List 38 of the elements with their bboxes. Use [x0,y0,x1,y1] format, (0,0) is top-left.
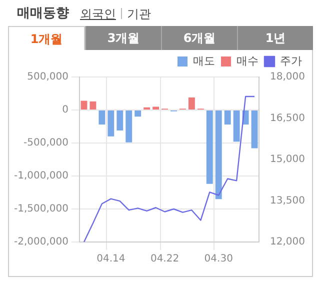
legend-label: 매도 [193,54,215,68]
bar [116,110,124,130]
bar [98,110,106,125]
y2-tick-label: 16,500 [270,112,306,124]
text: 기관 [127,7,151,21]
text: 1개월 [8,26,85,50]
bar [134,110,142,117]
y2-tick-label: 18,000 [270,72,306,83]
bar [108,110,114,136]
text: 6개월 [161,26,237,50]
legend-label: 주가 [280,54,302,68]
y2-tick-label: 15,000 [270,154,306,166]
bar [126,110,132,142]
y-tick-label: -1,500,000 [14,204,68,215]
y2-tick-label: 13,500 [270,195,306,206]
chart-title: 매매동향 [17,5,69,22]
y2-tick-label: 12,000 [270,236,306,248]
x-tick-label: 04.14 [96,254,126,265]
text: 외국인 [80,7,116,21]
bar [224,110,231,125]
legend-label: 매수 [236,54,258,68]
text: 3개월 [85,26,161,50]
y-tick-label: -500,000 [24,138,68,149]
bar [215,110,222,200]
y-tick-label: 0 [62,104,68,116]
x-tick-label: 04.22 [150,254,180,265]
bar [90,101,96,110]
bar [80,100,88,110]
bar [251,110,258,148]
bar [233,110,240,142]
x-tick-label: 04.30 [204,254,233,265]
bar [188,97,195,110]
text: 1년 [237,26,313,50]
bar [152,106,160,110]
y-tick-label: 500,000 [27,72,68,83]
y-tick-label: -1,000,000 [14,170,68,182]
bar [206,110,213,184]
y-tick-label: -2,000,000 [14,236,68,248]
